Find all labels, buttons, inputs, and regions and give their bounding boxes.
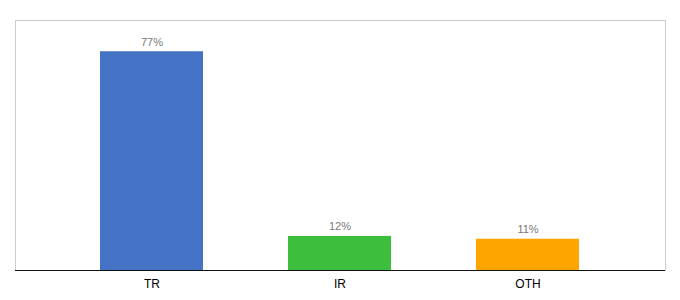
svg-text:IR: IR	[334, 277, 346, 291]
svg-text:OTH: OTH	[515, 277, 540, 291]
svg-text:77%: 77%	[141, 36, 163, 48]
svg-text:11%: 11%	[517, 223, 538, 235]
svg-text:TR: TR	[144, 277, 160, 291]
svg-text:12%: 12%	[329, 220, 351, 232]
